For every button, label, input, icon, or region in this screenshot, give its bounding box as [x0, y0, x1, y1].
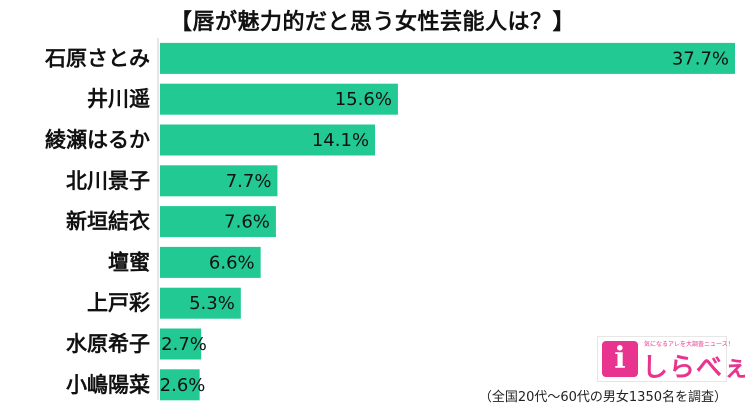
- value-label-6: 5.3%: [189, 293, 235, 314]
- category-label-8: 小嶋陽菜: [66, 373, 150, 397]
- value-label-0: 37.7%: [672, 48, 729, 69]
- bar-1: [160, 83, 398, 115]
- value-label-1: 15.6%: [335, 89, 392, 110]
- bar-6: [160, 287, 241, 319]
- shirabee-logo: i 気になるアレを大調査ニュース！ しらべぇ: [597, 336, 745, 383]
- value-label-3: 7.7%: [226, 171, 272, 192]
- value-label-2: 14.1%: [312, 130, 369, 151]
- logo-tagline: 気になるアレを大調査ニュース！: [644, 341, 734, 348]
- value-label-8: 2.6%: [160, 375, 206, 396]
- logo-wordmark: しらべぇ: [642, 353, 745, 383]
- bar-2: [160, 124, 376, 156]
- bars-group: 石原さとみ 37.7% 井川遥 15.6% 綾瀬はるか 14.1% 北川景子 7.7% 新垣結衣…: [44, 42, 735, 401]
- bar-4: [160, 206, 276, 238]
- value-label-7: 2.7%: [161, 334, 207, 355]
- category-label-1: 井川遥: [87, 87, 150, 111]
- category-label-3: 北川景子: [66, 169, 150, 193]
- category-label-4: 新垣結衣: [66, 210, 150, 234]
- category-label-7: 水原希子: [66, 332, 150, 356]
- category-label-5: 壇蜜: [108, 250, 150, 274]
- bar-8: [160, 369, 200, 401]
- bar-0: [160, 42, 735, 74]
- category-label-6: 上戸彩: [87, 291, 150, 315]
- category-label-0: 石原さとみ: [44, 46, 150, 70]
- logo-mark-icon: i: [602, 341, 638, 377]
- survey-footnote: （全国20代～60代の男女1350名を調査）: [478, 390, 727, 405]
- bar-7: [160, 328, 202, 360]
- category-label-2: 綾瀬はるか: [45, 128, 150, 152]
- value-label-5: 6.6%: [209, 252, 255, 273]
- value-label-4: 7.6%: [224, 212, 270, 233]
- bar-3: [160, 165, 278, 197]
- chart-title: 【唇が魅力的だと思う女性芸能人は？】: [169, 10, 575, 35]
- bar-5: [160, 246, 261, 278]
